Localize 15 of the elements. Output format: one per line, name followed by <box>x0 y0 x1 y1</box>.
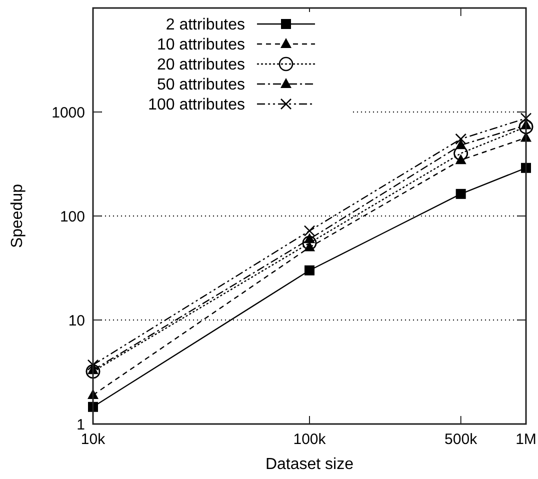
legend-label: 100 attributes <box>148 96 245 114</box>
x-tick-label: 100k <box>293 431 326 448</box>
legend-label: 20 attributes <box>156 56 245 74</box>
x-tick-label: 500k <box>444 431 478 448</box>
legend-label: 10 attributes <box>156 36 245 54</box>
y-tick-label: 10 <box>68 312 85 330</box>
y-tick-label: 1000 <box>52 104 85 122</box>
y-tick-label: 100 <box>60 208 85 226</box>
x-tick-label: 10k <box>80 431 106 448</box>
y-axis-title: Speedup <box>9 184 26 248</box>
legend-label: 50 attributes <box>156 76 245 94</box>
legend-label: 2 attributes <box>166 16 245 34</box>
x-axis-title: Dataset size <box>265 456 354 473</box>
y-tick-label: 1 <box>76 416 85 434</box>
x-tick-label: 1M <box>516 431 536 448</box>
